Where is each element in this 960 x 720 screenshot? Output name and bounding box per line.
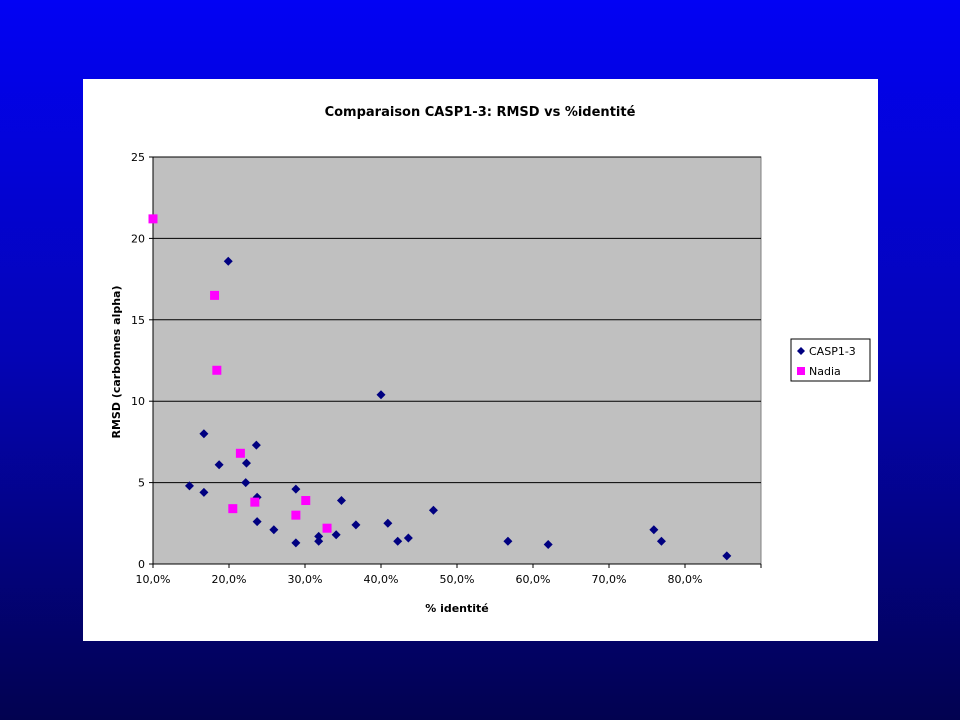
x-tick-label: 30,0%	[288, 573, 323, 586]
data-point	[376, 390, 386, 400]
data-point	[212, 365, 222, 375]
data-point	[428, 505, 438, 515]
data-point	[214, 460, 224, 470]
data-point	[722, 551, 732, 561]
data-point	[383, 518, 393, 528]
x-tick-label: 80,0%	[668, 573, 703, 586]
data-point	[656, 536, 666, 546]
series-nadia	[148, 214, 332, 533]
data-point	[649, 525, 659, 535]
y-tick-label: 5	[138, 477, 145, 490]
legend-marker	[797, 347, 805, 355]
x-axis: 10,0% 20,0% 30,0% 40,0% 50,0% 60,0% 70,0% 80,0%	[136, 563, 762, 586]
data-point	[241, 458, 251, 468]
data-point	[331, 530, 341, 540]
data-point	[241, 478, 251, 488]
legend-label: Nadia	[809, 365, 841, 378]
data-point	[210, 290, 220, 300]
x-tick-label: 20,0%	[212, 573, 247, 586]
legend-entry: CASP1-3	[797, 345, 856, 358]
data-point	[393, 536, 403, 546]
data-point	[291, 484, 301, 494]
series-casp1-3	[184, 256, 732, 561]
x-tick-label: 70,0%	[592, 573, 627, 586]
y-tick-label: 20	[131, 232, 145, 245]
data-point	[322, 523, 332, 533]
data-point	[269, 525, 279, 535]
x-axis-title: % identité	[425, 602, 489, 615]
data-point	[403, 533, 413, 543]
y-tick-label: 10	[131, 395, 145, 408]
y-tick-label: 15	[131, 314, 145, 327]
data-point	[223, 256, 233, 266]
data-point	[199, 429, 209, 439]
y-tick-label: 25	[131, 151, 145, 164]
data-point	[250, 497, 260, 507]
data-point	[291, 538, 301, 548]
x-tick-label: 60,0%	[516, 573, 551, 586]
legend: CASP1-3 Nadia	[790, 338, 871, 382]
data-point	[148, 214, 158, 224]
data-point	[314, 531, 324, 541]
data-point	[199, 487, 209, 497]
legend-label: CASP1-3	[809, 345, 856, 358]
y-axis-title: RMSD (carbonnes alpha)	[110, 286, 123, 439]
data-point	[235, 448, 245, 458]
data-point	[252, 517, 262, 527]
data-point	[503, 536, 513, 546]
y-tick-label: 0	[138, 558, 145, 571]
data-point	[351, 520, 361, 530]
data-point	[251, 440, 261, 450]
data-point	[291, 510, 301, 520]
grid-lines	[153, 156, 761, 484]
data-points	[148, 214, 732, 561]
data-point	[301, 496, 311, 506]
data-point	[184, 481, 194, 491]
legend-entry: Nadia	[797, 365, 841, 378]
y-axis: 0 5 10 15 20 25	[131, 151, 154, 571]
data-point	[314, 536, 324, 546]
data-point	[228, 504, 238, 514]
x-tick-label: 10,0%	[136, 573, 171, 586]
chart-title: Comparaison CASP1-3: RMSD vs %identité	[325, 105, 636, 120]
data-point	[336, 496, 346, 506]
legend-marker	[797, 367, 805, 375]
x-tick-label: 40,0%	[364, 573, 399, 586]
plot-area	[152, 156, 762, 565]
data-point	[543, 539, 553, 549]
x-tick-label: 50,0%	[440, 573, 475, 586]
